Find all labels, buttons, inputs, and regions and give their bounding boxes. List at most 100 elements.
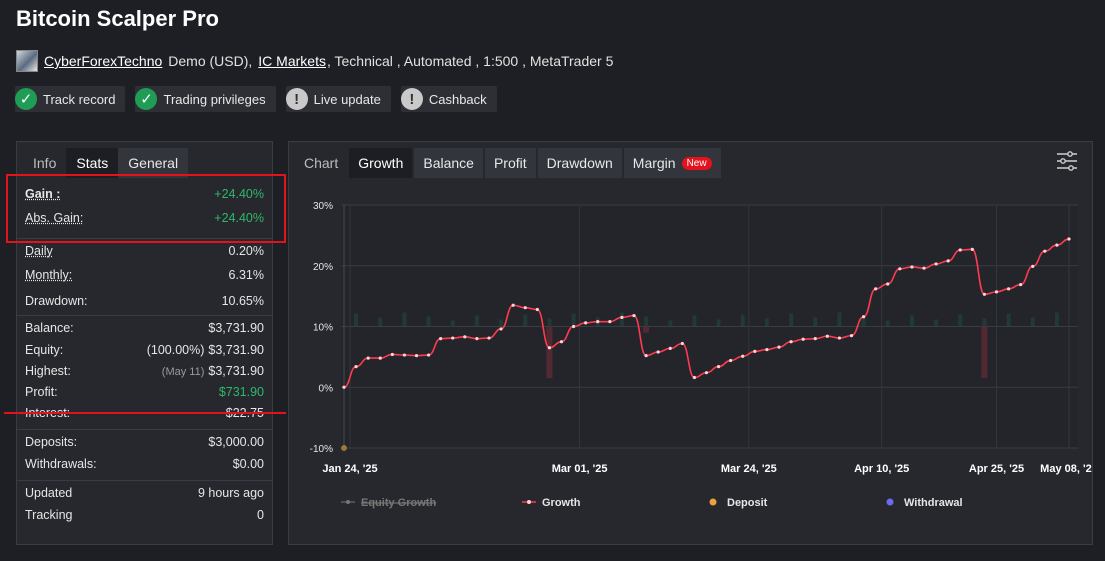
stat-label: Equity:: [25, 343, 64, 357]
daily-profit-bar: [837, 312, 842, 327]
stat-label[interactable]: Daily: [25, 244, 53, 258]
daily-profit-bar: [692, 315, 697, 327]
growth-point: [475, 337, 479, 341]
tab-margin-label: Margin: [632, 155, 676, 171]
stat-abs-gain: Abs. Gain: +24.40%: [17, 208, 272, 236]
loss-bar: [981, 326, 988, 379]
y-tick-label: 0%: [319, 383, 334, 394]
growth-point: [704, 371, 709, 375]
badge-trading-privileges[interactable]: ✓ Trading privileges: [135, 86, 276, 112]
growth-point: [439, 337, 443, 341]
growth-point: [1031, 264, 1035, 268]
y-tick-label: 30%: [313, 201, 333, 212]
x-tick-label: Apr 10, '25: [854, 463, 909, 475]
growth-point: [922, 266, 926, 270]
growth-point: [463, 335, 467, 339]
check-icon: ✓: [15, 88, 37, 110]
badge-cashback[interactable]: ! Cashback: [400, 86, 497, 112]
daily-profit-bar: [764, 318, 769, 327]
legend-label[interactable]: Withdrawal: [904, 497, 963, 509]
growth-point: [571, 324, 576, 329]
stat-value: (100.00%) $3,731.90: [147, 343, 264, 357]
daily-profit-bar: [982, 318, 987, 327]
x-tick-label: Jan 24, '25: [322, 463, 377, 475]
stat-tracking: Tracking 0: [17, 505, 272, 526]
growth-point: [668, 346, 672, 350]
stat-value: +24.40%: [214, 211, 264, 225]
stat-value: 9 hours ago: [197, 486, 264, 500]
stat-value: $0.00: [232, 457, 264, 471]
stat-label: Withdrawals:: [25, 457, 97, 471]
tab-drawdown[interactable]: Drawdown: [537, 148, 622, 178]
legend-label[interactable]: Deposit: [727, 497, 768, 509]
tab-profit[interactable]: Profit: [484, 148, 536, 178]
daily-profit-bar: [619, 312, 624, 327]
y-tick-label: 20%: [313, 262, 333, 273]
daily-profit-bar: [426, 316, 431, 327]
stat-gain: Gain : +24.40%: [17, 184, 272, 208]
badge-track-record[interactable]: ✓ Track record: [15, 86, 126, 112]
tab-info[interactable]: Info: [23, 148, 67, 178]
growth-point: [692, 375, 697, 380]
daily-profit-bar: [378, 317, 383, 327]
stat-balance: Balance: $3,731.90: [17, 318, 272, 340]
growth-point: [1006, 287, 1011, 291]
legend-label[interactable]: Growth: [542, 497, 581, 509]
broker-link[interactable]: IC Markets: [258, 53, 326, 69]
loss-bar: [643, 326, 650, 333]
growth-point: [813, 337, 817, 341]
author-avatar[interactable]: [16, 50, 38, 72]
stat-updated: Updated 9 hours ago: [17, 483, 272, 505]
growth-point: [378, 356, 382, 360]
daily-profit-bar: [668, 320, 673, 327]
stat-label[interactable]: Monthly:: [25, 268, 73, 282]
daily-profit-bar: [644, 316, 649, 327]
badge-live-update[interactable]: ! Live update: [285, 86, 391, 112]
growth-point: [934, 262, 938, 266]
growth-point: [620, 315, 624, 319]
author-link[interactable]: CyberForexTechno: [44, 53, 163, 69]
stat-label: Updated: [25, 486, 73, 500]
growth-point: [342, 385, 346, 389]
daily-profit-bar: [909, 315, 914, 327]
tab-growth[interactable]: Growth: [349, 148, 413, 178]
daily-profit-bar: [861, 316, 866, 327]
highest-date: (May 11): [161, 366, 205, 378]
stat-label: Highest:: [25, 364, 71, 378]
tab-balance[interactable]: Balance: [414, 148, 483, 178]
growth-point: [910, 265, 914, 269]
highlight-underline: [4, 412, 286, 414]
stat-equity: Equity: (100.00%) $3,731.90: [17, 340, 272, 361]
tab-stats[interactable]: Stats: [66, 148, 119, 178]
growth-point: [547, 346, 552, 350]
growth-point: [825, 334, 829, 338]
verification-badges: ✓ Track record ✓ Trading privileges ! Li…: [15, 86, 497, 112]
growth-point: [729, 358, 733, 363]
growth-point: [608, 320, 612, 324]
growth-point: [898, 267, 902, 271]
daily-profit-bar: [523, 314, 528, 327]
growth-point: [511, 303, 515, 307]
daily-profit-bar: [450, 320, 455, 327]
legend-label[interactable]: Equity Growth: [361, 497, 436, 509]
tab-margin[interactable]: Margin New: [623, 148, 721, 178]
growth-point: [451, 336, 455, 340]
x-tick-label: Mar 24, '25: [721, 463, 777, 475]
growth-point: [837, 336, 842, 340]
growth-point: [390, 352, 394, 357]
check-icon: ✓: [135, 88, 158, 110]
stat-label[interactable]: Abs. Gain:: [25, 211, 84, 225]
stat-label[interactable]: Gain :: [25, 187, 61, 201]
sliders-icon[interactable]: [1056, 150, 1078, 172]
growth-point: [596, 320, 600, 324]
tab-chart[interactable]: Chart: [295, 148, 348, 178]
growth-point: [499, 327, 503, 331]
growth-point: [414, 354, 419, 358]
x-tick-label: Apr 25, '25: [969, 463, 1024, 475]
daily-profit-bar: [885, 320, 890, 327]
growth-chart[interactable]: 30% 20% 10% 0% -10% Jan 24, '25 Mar 01, '25 Mar…: [289, 142, 1092, 544]
growth-point: [886, 282, 890, 286]
growth-point: [958, 248, 962, 252]
y-tick-label: -10%: [310, 444, 333, 455]
tab-general[interactable]: General: [118, 148, 189, 178]
